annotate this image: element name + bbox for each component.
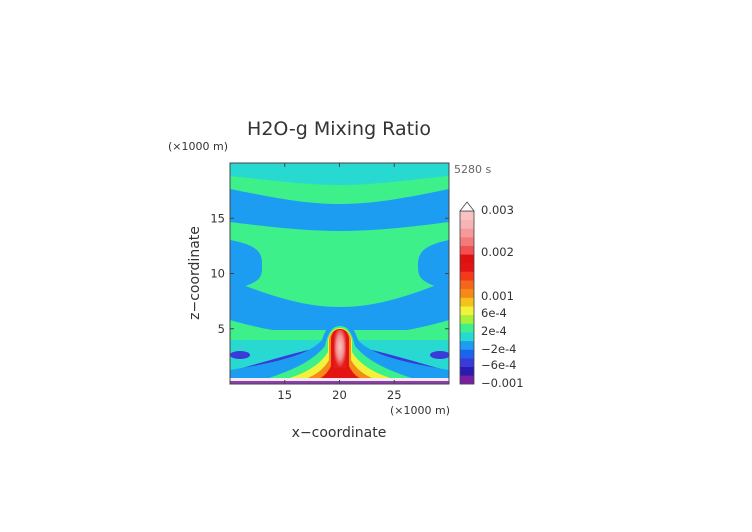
colorbar-segment	[460, 228, 474, 238]
colorbar-segment	[460, 288, 474, 298]
colorbar	[459, 201, 475, 385]
colorbar-segment	[460, 245, 474, 255]
colorbar-segment	[460, 332, 474, 342]
colorbar-segment	[460, 219, 474, 229]
colorbar-segment	[460, 262, 474, 272]
colorbar-tick-label: 0.003	[481, 203, 514, 217]
colorbar-tick-label: −6e-4	[481, 358, 517, 372]
colorbar-tick-label: 2e-4	[481, 324, 507, 338]
colorbar-segment	[460, 254, 474, 264]
side-blob-left	[230, 351, 250, 359]
x-tick-label: 15	[277, 388, 292, 402]
colorbar-segment	[460, 340, 474, 350]
colorbar-tick-label: −0.001	[481, 376, 524, 390]
colorbar-segment	[460, 358, 474, 367]
chart-title: H2O-g Mixing Ratio	[247, 118, 431, 140]
colorbar-segment	[460, 314, 474, 324]
y-tick-label: 5	[218, 322, 225, 336]
y-axis-label: z−coordinate	[187, 226, 203, 320]
colorbar-segment	[460, 211, 474, 220]
y-axis-ticks: 5 10 15	[210, 211, 449, 336]
y-tick-label: 10	[210, 267, 225, 281]
colorbar-tick-label: 6e-4	[481, 306, 507, 320]
time-label: 5280 s	[454, 163, 491, 176]
contour-band-green-lower	[230, 320, 449, 344]
colorbar-tick-label: −2e-4	[481, 342, 517, 356]
contour-band-lower	[230, 280, 449, 330]
contour-band-upper	[230, 163, 449, 185]
colorbar-segment	[460, 236, 474, 246]
colorbar-segment	[460, 306, 474, 316]
y-tick-label: 15	[210, 211, 225, 225]
y-unit-label: (×1000 m)	[168, 140, 228, 153]
colorbar-segment	[460, 375, 474, 385]
colorbar-segment	[460, 297, 474, 307]
x-tick-label: 20	[332, 388, 347, 402]
colorbar-segment	[460, 349, 474, 359]
x-axis-ticks: 15 20 25	[277, 163, 402, 402]
colorbar-tick-label: 0.002	[481, 245, 514, 259]
plume-core	[334, 330, 346, 368]
side-blob-right	[430, 351, 449, 359]
colorbar-extend-arrow	[459, 201, 475, 212]
x-unit-label: (×1000 m)	[390, 404, 450, 417]
colorbar-segment	[460, 280, 474, 290]
colorbar-segment	[460, 323, 474, 333]
plot-area	[230, 163, 449, 384]
contour-band-mid1	[230, 189, 449, 231]
colorbar-labels: 0.003 0.002 0.001 6e-4 2e-4 −2e-4 −6e-4 −0.001	[481, 203, 524, 390]
colorbar-segment	[460, 271, 474, 281]
x-axis-label: x−coordinate	[292, 425, 387, 441]
colorbar-segment	[460, 366, 474, 376]
colorbar-tick-label: 0.001	[481, 289, 514, 303]
x-tick-label: 25	[387, 388, 402, 402]
